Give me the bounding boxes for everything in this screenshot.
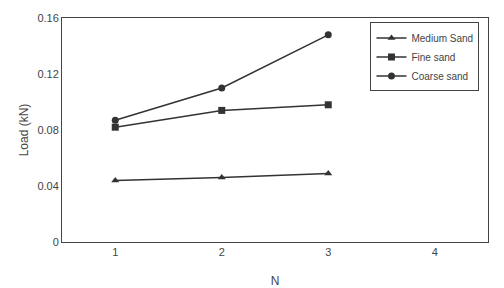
svg-text:N: N	[271, 274, 280, 288]
svg-text:3: 3	[325, 246, 331, 258]
svg-text:4: 4	[432, 246, 438, 258]
svg-text:0: 0	[53, 236, 59, 248]
svg-text:Coarse sand: Coarse sand	[411, 71, 468, 82]
svg-text:0.16: 0.16	[37, 12, 58, 24]
svg-text:Fine sand: Fine sand	[411, 52, 455, 63]
svg-text:0.04: 0.04	[37, 180, 58, 192]
svg-text:Medium Sand: Medium Sand	[411, 33, 473, 44]
svg-text:1: 1	[112, 246, 118, 258]
svg-text:0.12: 0.12	[37, 68, 58, 80]
svg-text:Load (kN): Load (kN)	[17, 104, 31, 157]
svg-text:0.08: 0.08	[37, 124, 58, 136]
svg-text:2: 2	[219, 246, 225, 258]
